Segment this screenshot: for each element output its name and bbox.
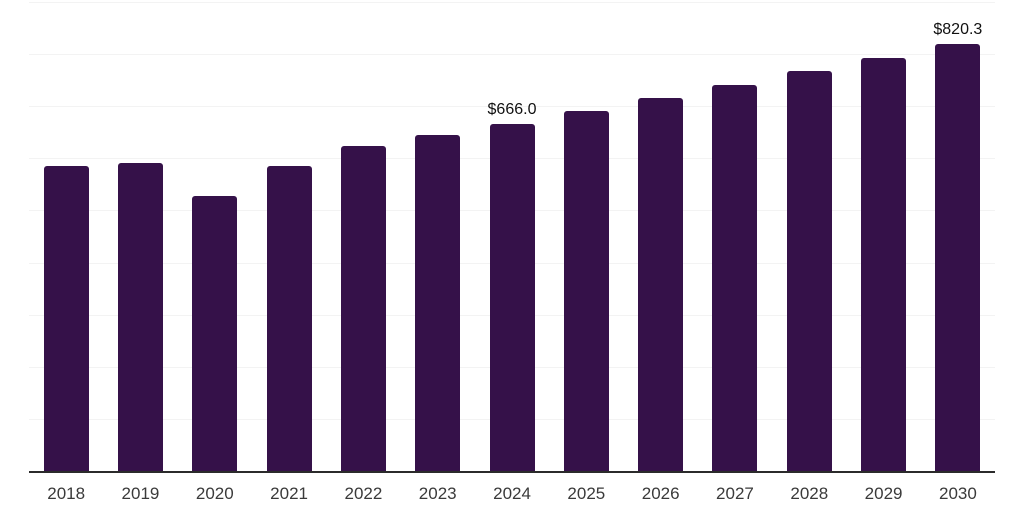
x-axis-labels: 2018 2019 2020 2021 2022 2023 2024 2025 2026 2027… [29, 485, 995, 502]
x-tick-label-2018: 2018 [47, 484, 86, 503]
x-tick-label-2023: 2023 [418, 484, 457, 503]
plot-area: $666.0 $820.3 [29, 2, 995, 473]
x-tick-label-2025: 2025 [567, 484, 606, 503]
bar-2030 [935, 43, 981, 471]
x-tick-label-2030: 2030 [938, 484, 977, 503]
x-tick-label-2021: 2021 [270, 484, 308, 503]
x-tick-label-2020: 2020 [195, 484, 234, 503]
bar-2020 [192, 196, 238, 471]
x-tick-label-2027: 2027 [716, 484, 754, 503]
x-tick-label-2028: 2028 [790, 484, 829, 503]
bar-2018 [43, 166, 89, 471]
bar-2019 [117, 162, 163, 471]
x-tick-label-2022: 2022 [344, 484, 383, 503]
value-label-2024: $666.0 [487, 100, 537, 118]
x-tick-label-2019: 2019 [121, 484, 160, 503]
bar-2022 [340, 146, 386, 471]
bar-2025 [563, 110, 609, 471]
bar-2029 [861, 57, 907, 471]
gridline [29, 106, 995, 108]
bar-2021 [266, 166, 312, 471]
bar-2024 [489, 123, 535, 471]
x-tick-label-2024: 2024 [493, 484, 531, 503]
x-tick-label-2029: 2029 [864, 484, 903, 503]
bar-2028 [786, 71, 832, 471]
x-tick-label-2026: 2026 [641, 484, 680, 503]
bar-2023 [415, 135, 461, 471]
bar-2026 [638, 97, 684, 471]
value-label-2030: $820.3 [933, 20, 983, 38]
gridline [29, 2, 995, 3]
bar-2027 [712, 84, 758, 471]
gridline [29, 54, 995, 56]
